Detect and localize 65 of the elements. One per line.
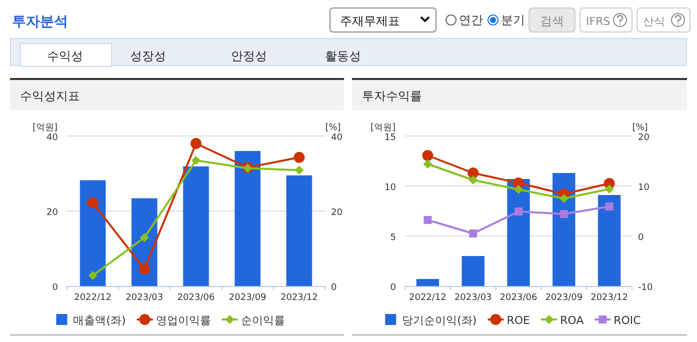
bar xyxy=(462,256,484,286)
x-tick-label: 2023/09 xyxy=(545,293,583,303)
point xyxy=(294,152,305,163)
bar xyxy=(80,180,106,286)
point xyxy=(559,194,568,203)
y-tick-label: 40 xyxy=(46,133,58,143)
legend-label: ROE xyxy=(506,314,530,327)
chart-title: 수익성지표 xyxy=(20,89,80,103)
y2-axis-title: [%] xyxy=(325,123,341,133)
y-tick-label: 20 xyxy=(46,208,58,218)
point xyxy=(422,150,434,161)
bar xyxy=(183,166,209,286)
point xyxy=(604,184,614,194)
bar xyxy=(286,175,312,286)
point xyxy=(138,264,150,275)
point xyxy=(294,166,304,175)
point xyxy=(192,156,200,165)
point xyxy=(468,176,478,184)
bar xyxy=(416,279,440,286)
point xyxy=(140,233,149,242)
bar xyxy=(598,195,621,286)
y-tick-label: 5 xyxy=(390,233,396,243)
y2-tick-label: 20 xyxy=(638,133,650,143)
x-tick-label: 2023/03 xyxy=(126,293,164,303)
chart-title: 투자수익률 xyxy=(362,89,422,103)
legend-label: 당기순이익(좌) xyxy=(402,314,477,327)
x-tick-label: 2023/09 xyxy=(228,293,267,303)
point xyxy=(88,271,98,280)
y2-tick-label: 10 xyxy=(638,183,650,193)
y-axis-title: [억원] xyxy=(32,123,58,133)
y2-tick-label: 40 xyxy=(331,133,343,143)
y-tick-label: 15 xyxy=(384,133,396,143)
point xyxy=(87,197,98,208)
legend-label: 영업이익률 xyxy=(156,314,211,327)
x-tick-label: 2023/03 xyxy=(454,293,492,303)
point xyxy=(469,230,478,238)
legend-label: ROA xyxy=(560,314,584,327)
x-tick-label: 2022/12 xyxy=(74,293,112,303)
point xyxy=(560,210,568,218)
y2-axis-title: [%] xyxy=(632,123,648,133)
x-tick-label: 2023/06 xyxy=(177,293,215,303)
page-header: 투자분석 주재무제표 연간 분기 검색 IFRS 산식 수익성 성장성 안정성 활동성 xyxy=(10,8,690,67)
point xyxy=(190,138,202,149)
x-tick-label: 2023/12 xyxy=(590,293,628,303)
x-tick-label: 2023/12 xyxy=(280,293,318,303)
point xyxy=(605,202,614,210)
x-tick-label: 2022/12 xyxy=(409,293,446,303)
y2-tick-label: 20 xyxy=(331,208,343,218)
point xyxy=(514,185,523,194)
y-axis-title: [억원] xyxy=(370,123,396,133)
legend-label: ROIC xyxy=(614,314,642,327)
y-tick-label: 10 xyxy=(384,183,396,193)
point xyxy=(424,216,432,224)
x-tick-label: 2023/06 xyxy=(500,293,538,303)
legend-label: 매출액(좌) xyxy=(73,314,126,327)
y2-tick-label: 0 xyxy=(638,233,644,243)
y2-tick-label: -10 xyxy=(638,283,653,293)
point xyxy=(514,208,522,216)
y-tick-label: 0 xyxy=(52,283,58,293)
y-tick-label: 0 xyxy=(390,283,396,293)
point xyxy=(423,160,432,168)
point xyxy=(468,168,479,178)
bar xyxy=(234,151,260,286)
y2-tick-label: 0 xyxy=(331,283,337,293)
legend-label: 순이익률 xyxy=(240,314,285,327)
